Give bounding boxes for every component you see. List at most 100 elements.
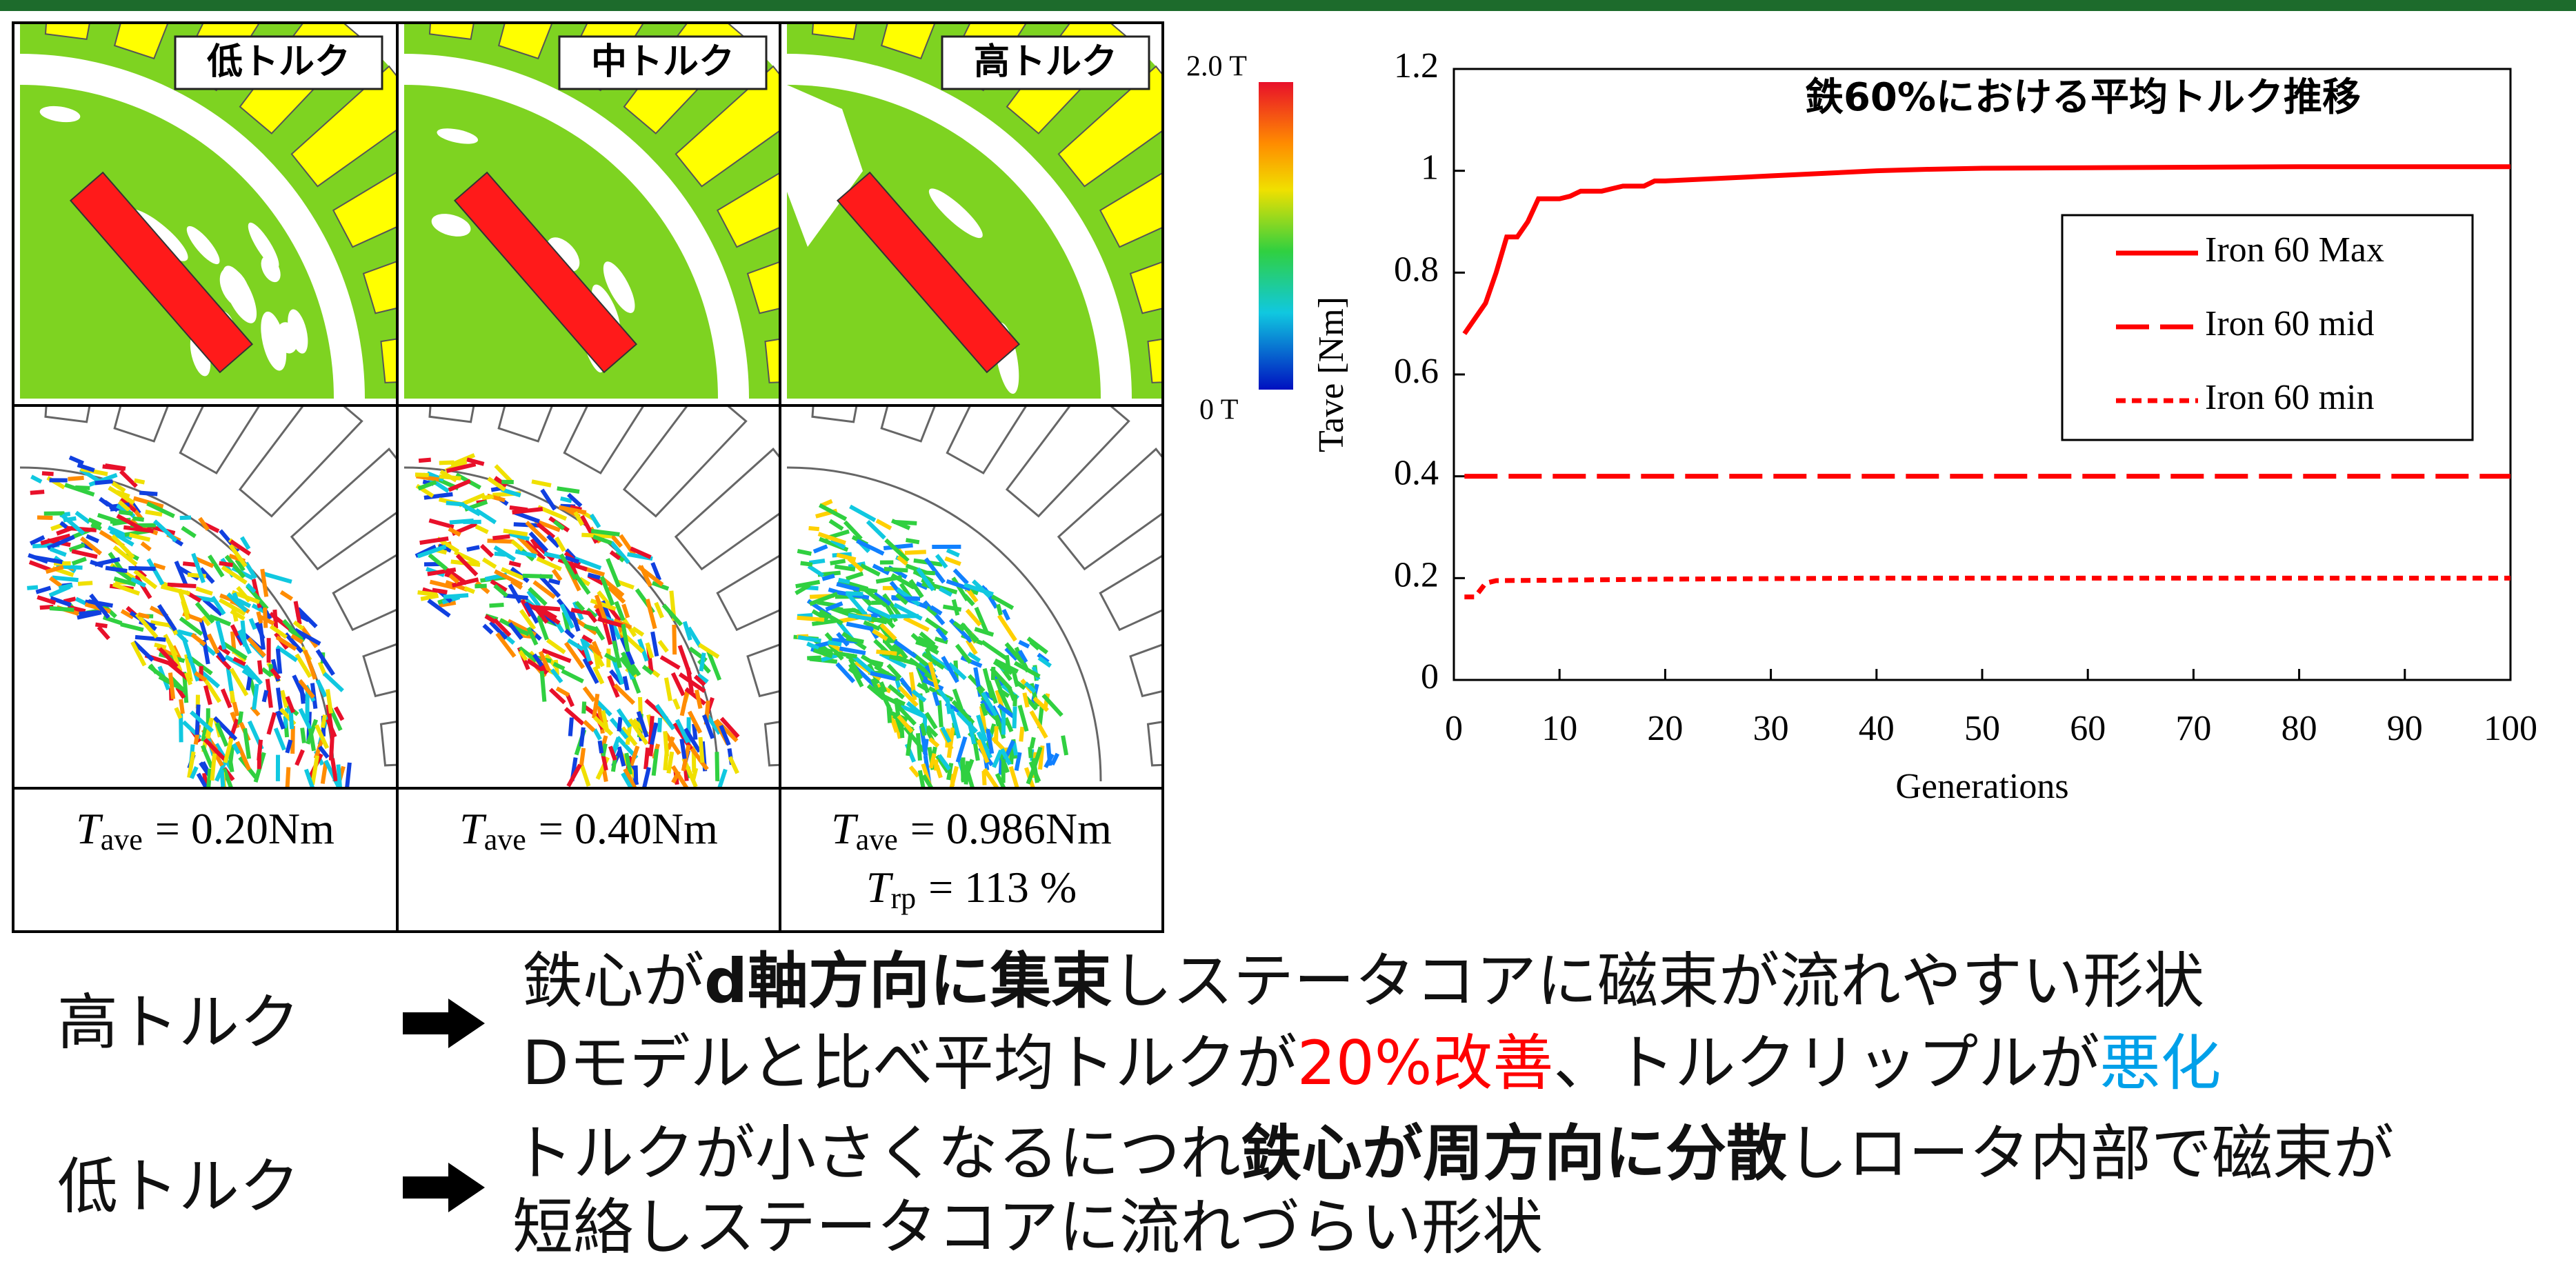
flux-vector [106, 568, 127, 572]
arrow [403, 1163, 485, 1212]
flux-vector [1063, 736, 1066, 755]
flux-vector [139, 614, 150, 617]
flux-vector [583, 701, 584, 713]
flux-vector [828, 590, 839, 593]
slot-outline [363, 612, 503, 696]
top-bar [0, 0, 2576, 11]
flux-vector [557, 488, 579, 492]
flux-vector [947, 698, 949, 714]
flux-vector [278, 649, 280, 674]
flux-vector [492, 537, 510, 539]
flux-vector [857, 541, 884, 554]
flux-vector [481, 545, 492, 556]
flux-vector [429, 555, 446, 570]
flux-vector [419, 460, 431, 461]
flux-vector [512, 541, 522, 550]
flux-vector [652, 632, 657, 656]
flux-vector [595, 730, 600, 740]
flux-vector [50, 549, 66, 555]
flux-vector [1004, 610, 1008, 619]
x-tick-label: 90 [2387, 709, 2423, 748]
flux-vector [814, 546, 827, 552]
x-tick-label: 0 [1445, 709, 1463, 748]
flux-vector [146, 512, 162, 514]
flux-vector [553, 570, 561, 580]
flux-vector [659, 718, 660, 732]
note-segment: 20%改善 [1297, 1028, 1554, 1099]
flux-vector [642, 768, 649, 797]
arrow [403, 999, 485, 1048]
flux-vector [839, 580, 850, 582]
flux-vector [891, 616, 919, 617]
formula-value: = 113 % [928, 863, 1077, 912]
flux-vector [323, 715, 325, 728]
flux-vector [176, 708, 181, 718]
flux-vector [192, 634, 205, 645]
flux-vector [281, 592, 292, 599]
flux-vector [324, 674, 343, 691]
formula-subscript: rp [890, 881, 916, 915]
formula-subscript: ave [484, 823, 526, 856]
formula-value: = 0.40Nm [539, 804, 718, 853]
flux-vector [467, 547, 479, 550]
legend-label: Iron 60 min [2205, 378, 2375, 417]
flux-vector [584, 688, 594, 701]
flux-vector [230, 760, 232, 772]
flux-vector [52, 577, 79, 580]
slot-outline [765, 703, 900, 765]
flux-vector [674, 625, 675, 654]
flux-vector [296, 601, 300, 624]
flux-vector [661, 657, 679, 668]
flux-vector [914, 572, 935, 574]
notes: 高トルク鉄心がd軸方向に集束しステータコアに磁束が流れやすい形状Dモデルと比べ平… [57, 945, 2394, 1263]
flux-vector [906, 540, 919, 542]
flux-vector [636, 765, 637, 783]
flux-vector [537, 559, 561, 570]
flux-vector [297, 750, 303, 765]
formula-value: = 0.20Nm [155, 804, 335, 853]
flux-vector [99, 627, 109, 639]
flux-vector [183, 601, 188, 620]
flux-vector [443, 595, 468, 597]
flux-vector [619, 717, 620, 731]
flux-vector [483, 625, 492, 633]
flux-vector [245, 728, 249, 759]
colorbar-max: 2.0 T [1186, 51, 1247, 83]
flux-vector [119, 512, 132, 514]
flux-vector [70, 545, 85, 550]
slot-outline [1130, 612, 1270, 696]
chart: 00.20.40.60.811.20102030405060708090100T… [1312, 46, 2537, 806]
flux-vector [700, 737, 702, 763]
note-label: 低トルク [57, 1151, 300, 1222]
colorbar-gradient [1259, 82, 1293, 390]
flux-vector [595, 627, 603, 639]
flux-vector [95, 481, 113, 483]
note-label: 高トルク [57, 987, 300, 1058]
x-tick-label: 30 [1753, 709, 1789, 748]
x-tick-label: 70 [2175, 709, 2211, 748]
note-line: 短絡しステータコアに流れづらい形状 [512, 1192, 1543, 1263]
flux-vector [103, 617, 122, 623]
flux-vector [668, 752, 672, 773]
slot-outline [1148, 703, 1283, 765]
note-line: 鉄心がd軸方向に集束しステータコアに磁束が流れやすい形状 [522, 945, 2204, 1016]
note-line: トルクが小さくなるにつれ鉄心が周方向に分散しロータ内部で磁束が [512, 1118, 2394, 1189]
y-tick-label: 0.4 [1394, 454, 1439, 493]
flux-vector [482, 497, 494, 498]
flux-vector [975, 629, 993, 635]
y-tick-label: 1 [1421, 148, 1439, 188]
flux-vector [264, 690, 267, 702]
note-segment: 、トルクリップルが [1553, 1028, 2099, 1099]
flux-vector [467, 459, 484, 464]
flux-vector [150, 665, 157, 673]
formula-symbol: T [831, 804, 859, 853]
flux-vector [483, 559, 495, 567]
flux-vector [830, 561, 846, 563]
flux-vector [70, 457, 83, 463]
flux-vector [59, 585, 72, 588]
flux-vector [121, 624, 143, 630]
flux-vector [135, 637, 166, 640]
flux-vector [87, 536, 99, 541]
result-formula: Trp= 113 % [866, 863, 1077, 915]
flux-vector [884, 569, 908, 570]
